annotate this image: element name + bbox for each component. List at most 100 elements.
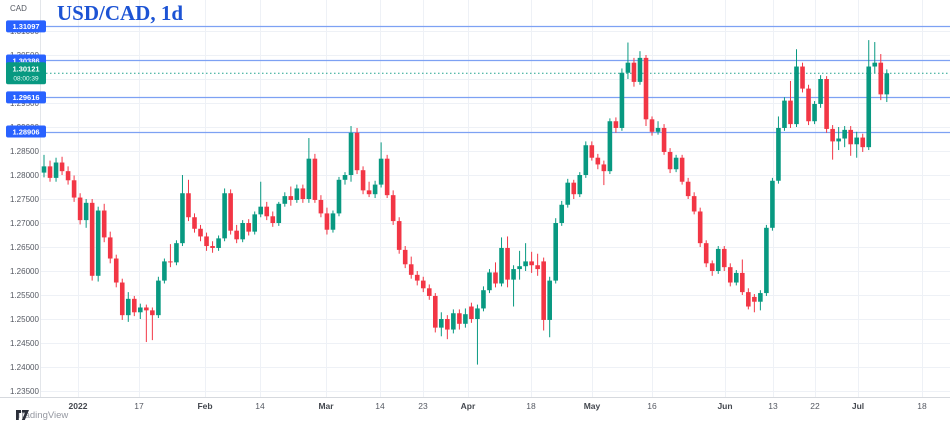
candle[interactable] <box>463 308 468 328</box>
candle[interactable] <box>776 116 781 184</box>
candle[interactable] <box>270 211 276 227</box>
candle[interactable] <box>667 148 673 174</box>
price-line-label[interactable]: 1.29616 <box>6 91 46 104</box>
candle[interactable] <box>107 231 113 264</box>
price-line-label[interactable]: 1.31097 <box>6 20 46 33</box>
candle[interactable] <box>589 141 595 161</box>
candle[interactable] <box>661 124 667 155</box>
candle[interactable] <box>601 160 607 186</box>
candle[interactable] <box>878 54 884 101</box>
candle[interactable] <box>727 263 733 287</box>
candle[interactable] <box>457 309 462 330</box>
candle[interactable] <box>649 116 655 136</box>
candle[interactable] <box>366 181 372 198</box>
candle[interactable] <box>523 243 528 271</box>
candle[interactable] <box>758 290 763 311</box>
candle[interactable] <box>439 312 444 337</box>
candle[interactable] <box>138 303 143 319</box>
candle[interactable] <box>396 217 402 254</box>
candle[interactable] <box>679 154 685 185</box>
x-axis[interactable]: 2022 17 Feb 14 Mar 14 23 Apr 18 May 16 Jun 13 22 Jul 18 <box>69 401 927 411</box>
candle[interactable] <box>619 68 625 131</box>
candle[interactable] <box>860 133 866 152</box>
candle[interactable] <box>535 253 540 276</box>
candle[interactable] <box>288 186 294 206</box>
candle[interactable] <box>228 189 233 235</box>
candle[interactable] <box>595 153 601 170</box>
candle[interactable] <box>794 49 799 127</box>
candle[interactable] <box>583 141 589 178</box>
candle[interactable] <box>788 80 793 128</box>
candle[interactable] <box>150 307 155 341</box>
candle[interactable] <box>613 117 619 133</box>
candle[interactable] <box>884 69 890 103</box>
candle[interactable] <box>673 154 679 173</box>
candle[interactable] <box>511 265 516 307</box>
current-price-label[interactable]: 1.30121 08:00:39 <box>6 62 46 85</box>
candle[interactable] <box>300 184 306 203</box>
candle[interactable] <box>426 284 432 300</box>
candle[interactable] <box>342 172 348 185</box>
candle[interactable] <box>655 121 661 135</box>
candle[interactable] <box>414 271 420 286</box>
candle[interactable] <box>360 166 366 195</box>
candle[interactable] <box>282 192 288 207</box>
candle[interactable] <box>824 76 829 133</box>
candle[interactable] <box>180 175 185 247</box>
candle[interactable] <box>330 210 336 233</box>
candle[interactable] <box>812 101 817 125</box>
candle[interactable] <box>541 257 546 331</box>
candle[interactable] <box>119 278 125 320</box>
candle[interactable] <box>866 40 872 151</box>
candle[interactable] <box>408 256 414 279</box>
candle[interactable] <box>210 241 215 253</box>
candle[interactable] <box>848 126 853 156</box>
candle[interactable] <box>697 207 703 247</box>
candle[interactable] <box>306 138 312 203</box>
candle[interactable] <box>71 175 77 202</box>
candle[interactable] <box>433 293 438 333</box>
candle[interactable] <box>529 251 534 273</box>
candle[interactable] <box>559 200 565 226</box>
candle[interactable] <box>59 156 65 175</box>
candle[interactable] <box>234 224 239 244</box>
candle[interactable] <box>836 127 841 151</box>
candle[interactable] <box>872 42 878 74</box>
candle[interactable] <box>318 195 324 218</box>
candle[interactable] <box>469 302 474 323</box>
candle[interactable] <box>378 142 384 188</box>
candle[interactable] <box>643 55 649 127</box>
candle[interactable] <box>577 172 583 198</box>
candle[interactable] <box>216 235 221 251</box>
candle[interactable] <box>637 51 643 85</box>
candle[interactable] <box>782 97 787 131</box>
candle[interactable] <box>95 206 101 282</box>
candle[interactable] <box>752 294 757 313</box>
candle[interactable] <box>475 304 480 365</box>
candle[interactable] <box>252 211 257 235</box>
candle[interactable] <box>294 184 300 203</box>
candle[interactable] <box>420 276 426 293</box>
candle[interactable] <box>402 246 408 269</box>
candle[interactable] <box>685 177 691 199</box>
candle[interactable] <box>517 250 522 280</box>
candle[interactable] <box>740 259 745 295</box>
candle[interactable] <box>372 180 378 199</box>
candle[interactable] <box>125 292 131 322</box>
candle[interactable] <box>818 75 823 108</box>
price-lines-layer[interactable] <box>46 25 950 134</box>
candle[interactable] <box>336 176 342 217</box>
candle[interactable] <box>354 127 360 175</box>
candle[interactable] <box>631 57 637 87</box>
candle[interactable] <box>324 207 330 235</box>
candle[interactable] <box>607 118 613 175</box>
candle[interactable] <box>113 254 119 288</box>
candle[interactable] <box>505 236 510 288</box>
candle[interactable] <box>553 218 558 284</box>
candle[interactable] <box>709 260 715 276</box>
candle[interactable] <box>384 154 390 199</box>
candle[interactable] <box>246 219 251 236</box>
candle[interactable] <box>198 224 203 242</box>
candle[interactable] <box>493 262 498 288</box>
